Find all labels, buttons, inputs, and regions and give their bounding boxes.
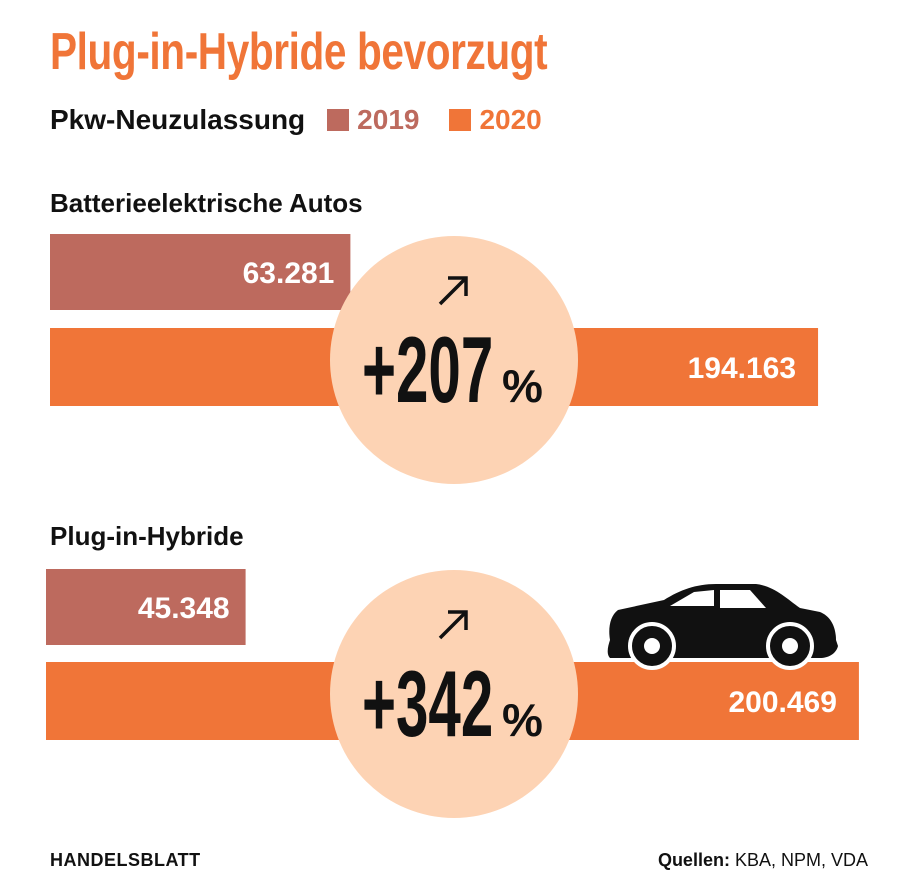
arrow-head xyxy=(448,610,468,630)
change-unit: % xyxy=(502,360,543,412)
car-window-front xyxy=(670,590,714,606)
legend-item-2019: 2019 xyxy=(327,104,419,136)
change-label: +207 xyxy=(362,317,493,423)
legend: Pkw-Neuzulassung 2019 2020 xyxy=(50,100,572,140)
arrow-up-right-icon xyxy=(438,610,468,640)
arrow-shaft xyxy=(438,276,468,306)
bar-value-label-2020: 194.163 xyxy=(688,352,796,385)
bar-value-label-2019: 45.348 xyxy=(138,592,230,625)
legend-swatch-2020 xyxy=(449,109,472,131)
footer-source: Quellen: KBA, NPM, VDA xyxy=(658,850,868,871)
section-title-bev: Batterieelektrische Autos xyxy=(50,188,363,218)
change-value: +342 xyxy=(362,651,493,757)
bar-2019 xyxy=(46,569,246,645)
arrow-shaft xyxy=(438,610,468,640)
change-unit: % xyxy=(502,694,543,746)
legend-swatch-2019 xyxy=(327,109,350,131)
car-hub-rear xyxy=(782,638,798,654)
legend-text-2019: 2019 xyxy=(357,104,420,135)
car-hub-front xyxy=(644,638,660,654)
footer-source-text: KBA, NPM, VDA xyxy=(729,850,868,870)
change-value: +207 xyxy=(362,317,493,423)
bar-value-label-2019: 63.281 xyxy=(243,257,335,290)
legend-text-2020: 2020 xyxy=(479,104,542,135)
car-window-back xyxy=(720,590,766,608)
change-circle xyxy=(330,236,578,484)
change-circle xyxy=(330,570,578,818)
footer-source-label: Quellen: xyxy=(657,850,730,870)
car-icon xyxy=(607,584,838,670)
section-title-phev: Plug-in-Hybride xyxy=(50,521,244,551)
bar-chart: 63.281 194.163 +207 % 45.348 200.469 +342% xyxy=(46,234,859,818)
arrow-up-right-icon xyxy=(438,276,468,306)
arrow-head xyxy=(448,276,468,296)
chart-title: Plug-in-Hybride bevorzugt xyxy=(50,23,548,81)
bar-2019 xyxy=(50,234,351,310)
bar-value-label-2020: 200.469 xyxy=(728,686,836,719)
legend-label: Pkw-Neuzulassung xyxy=(50,104,306,135)
legend-item-2020: 2020 xyxy=(449,104,542,136)
footer-brand: HANDELSBLATT xyxy=(50,850,201,870)
change-label: +342 xyxy=(362,651,493,757)
